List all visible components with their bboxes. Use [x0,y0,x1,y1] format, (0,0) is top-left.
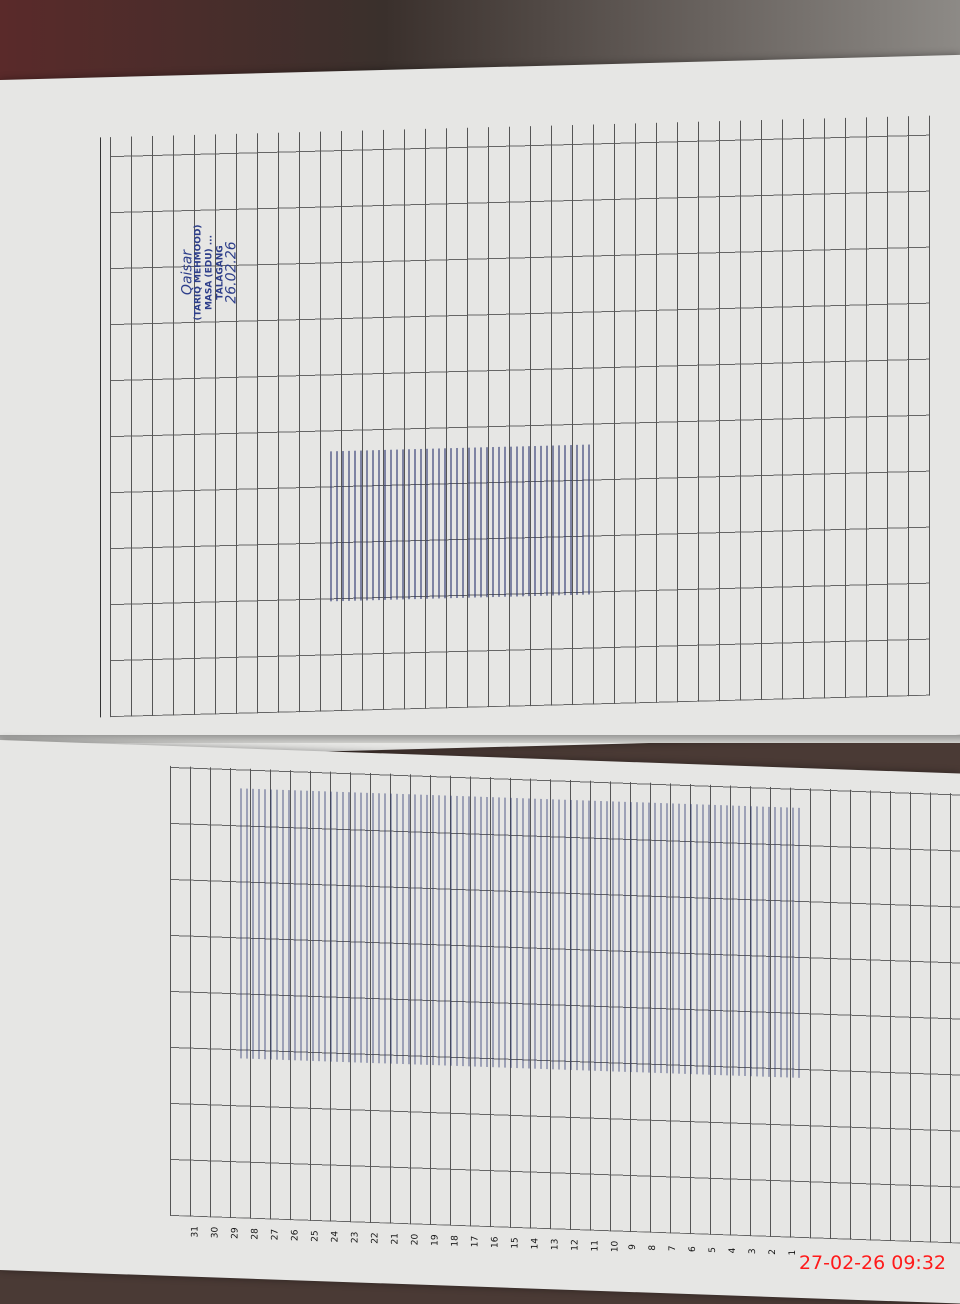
stamp-title: MASA (EDU) ... [204,234,215,311]
stamp-name: (TARIQ MEHMOOD) [193,224,204,321]
photo-timestamp: 27-02-26 09:32 [798,1252,946,1274]
day-number: 9 [627,1244,638,1251]
book-spine [0,735,960,743]
day-number: 18 [450,1235,461,1247]
day-number: 22 [370,1232,381,1245]
day-number: 26 [290,1229,301,1242]
stamp-date: 26.02.26 [223,241,240,304]
day-number: 14 [530,1237,541,1250]
register-page-top [0,54,960,761]
day-number: 28 [250,1228,261,1240]
day-number: 17 [470,1235,481,1248]
day-number: 3 [747,1248,758,1255]
day-number: 25 [310,1230,321,1242]
day-number: 8 [647,1244,658,1251]
day-number: 24 [330,1230,341,1243]
day-number: 7 [667,1245,678,1252]
day-number: 15 [510,1237,521,1249]
day-number: 27 [270,1228,281,1241]
day-number: 6 [687,1246,698,1253]
day-number: 11 [590,1239,601,1252]
signature: Qaisar [179,249,196,296]
margin-line [100,137,101,718]
day-number: 20 [410,1233,421,1246]
handwritten-entries [330,444,590,602]
day-number: 29 [230,1227,241,1240]
day-number: 10 [610,1240,621,1253]
day-number: 4 [727,1247,738,1254]
day-number: 12 [570,1239,581,1252]
day-number: 5 [707,1246,718,1253]
day-number: 1 [787,1249,798,1256]
day-number: 13 [550,1238,561,1251]
day-number: 2 [767,1248,778,1256]
officer-stamp: Qaisar (TARIQ MEHMOOD) MASA (EDU) ... TA… [175,205,245,335]
day-number: 19 [430,1234,441,1247]
day-number: 21 [390,1232,401,1245]
register-page-bottom: 1 2 3 4 5 6 7 8 9 10 11 12 13 14 15 16 17 18 19 20 21 22 23 24 2… [0,740,960,1304]
day-number: 30 [210,1226,221,1239]
day-number: 31 [190,1225,201,1238]
day-number: 23 [350,1231,361,1244]
day-number-row: 1 2 3 4 5 6 7 8 9 10 11 12 13 14 15 16 17 18 19 20 21 22 23 24 2… [0,740,960,1304]
day-number: 16 [490,1236,501,1249]
